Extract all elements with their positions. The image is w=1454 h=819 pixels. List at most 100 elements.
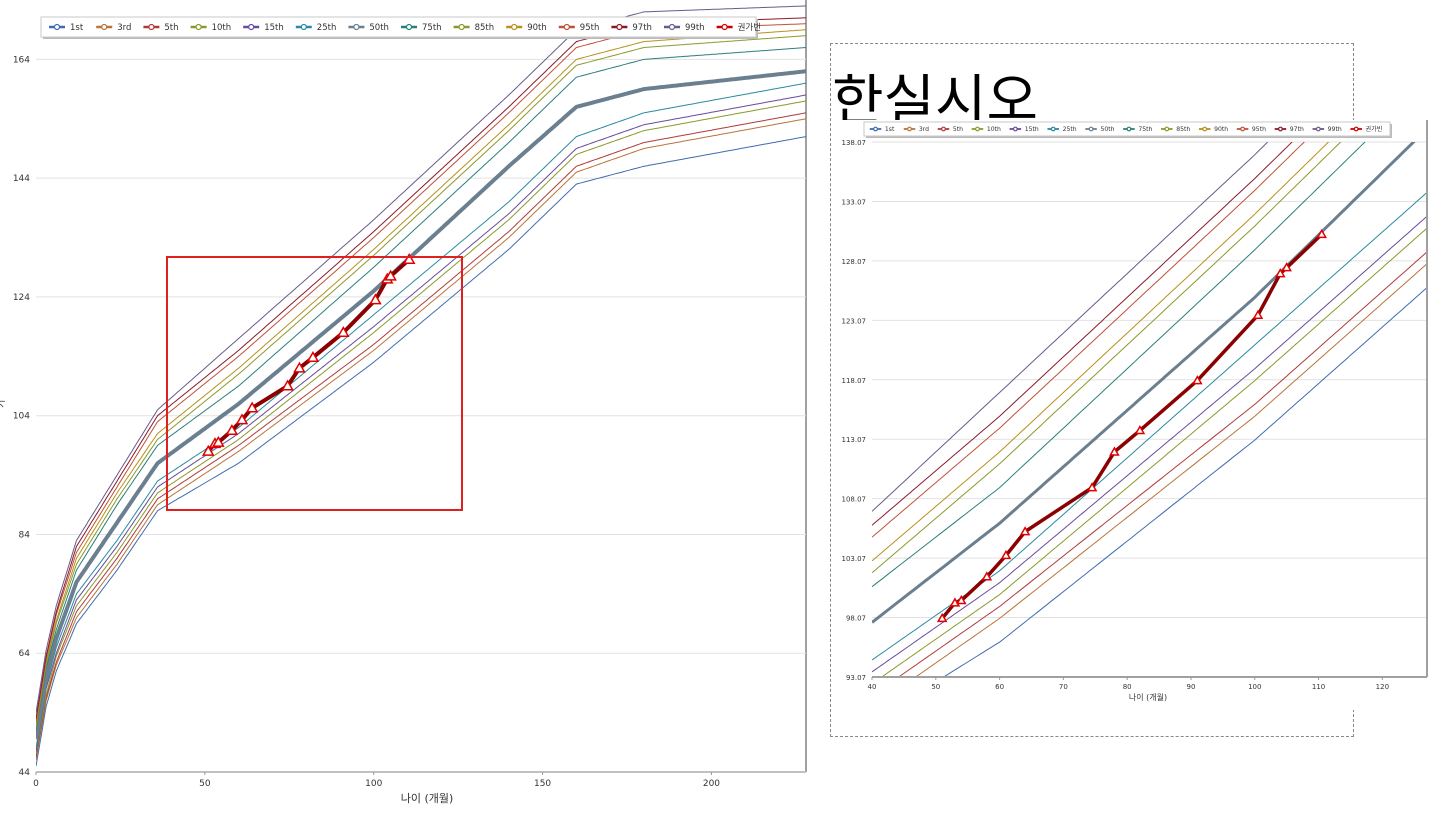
- legend-item-15th[interactable]: 15th: [243, 23, 284, 33]
- legend-item-95th[interactable]: 95th: [1236, 126, 1266, 133]
- patient-point[interactable]: [1000, 549, 1012, 560]
- patient-point[interactable]: [212, 435, 225, 447]
- legend-label: 99th: [1328, 126, 1342, 133]
- legend-label: 1st: [885, 126, 895, 133]
- legend-label: 50th: [1100, 126, 1114, 133]
- x-tick-label: 80: [1123, 683, 1132, 691]
- legend-item-99th[interactable]: 99th: [664, 23, 705, 33]
- legend-item-97th[interactable]: 97th: [611, 23, 652, 33]
- legend-label: 90th: [527, 23, 547, 33]
- y-tick-label: 64: [19, 649, 31, 659]
- patient-series: [201, 252, 416, 456]
- percentile-line-25th: [36, 82, 806, 749]
- patient-point[interactable]: [235, 413, 249, 425]
- y-tick-label: 113.07: [842, 436, 867, 444]
- legend-label: 50th: [369, 23, 389, 33]
- legend-item-3rd[interactable]: 3rd: [96, 23, 131, 33]
- patient-point[interactable]: [956, 595, 967, 605]
- legend-item-50th[interactable]: 50th: [1085, 126, 1115, 133]
- patient-point[interactable]: [201, 444, 215, 456]
- patient-point[interactable]: [402, 252, 416, 265]
- legend-item-1st[interactable]: 1st: [869, 126, 895, 133]
- patient-point[interactable]: [1134, 425, 1146, 435]
- x-tick-label: 110: [1312, 683, 1325, 691]
- patient-point[interactable]: [281, 379, 294, 391]
- legend-swatch-marker: [1315, 126, 1321, 132]
- legend-label: 25th: [1063, 126, 1077, 133]
- legend-item-5th[interactable]: 5th: [143, 23, 179, 33]
- patient-point[interactable]: [1316, 228, 1328, 239]
- legend-swatch-marker: [248, 23, 255, 31]
- legend-label: 15th: [1025, 126, 1039, 133]
- y-tick-label: 93.07: [846, 674, 866, 682]
- legend-label: 10th: [212, 23, 232, 33]
- percentile-line-3rd: [36, 118, 806, 761]
- x-tick-label: 120: [1376, 683, 1389, 691]
- percentile-line-50th: [36, 69, 806, 740]
- legend-item-85th[interactable]: 85th: [1161, 126, 1190, 133]
- percentile-line-85th: [36, 35, 806, 728]
- y-tick-label: 138.07: [842, 139, 867, 147]
- patient-point[interactable]: [384, 269, 397, 281]
- x-tick-label: 0: [33, 779, 39, 789]
- main-axes: 44 64 84 104 124 144 164 0 50 100 150 200: [13, 55, 720, 789]
- legend-label: 3rd: [117, 23, 131, 33]
- patient-point[interactable]: [1109, 446, 1120, 456]
- legend-item-권가빈[interactable]: 권가빈: [1350, 125, 1382, 133]
- y-tick-label: 118.07: [842, 377, 867, 385]
- legend-item-95th[interactable]: 95th: [558, 23, 600, 33]
- legend-item-5th[interactable]: 5th: [937, 126, 963, 133]
- legend-item-50th[interactable]: 50th: [348, 23, 389, 33]
- patient-point[interactable]: [1086, 482, 1098, 492]
- patient-point[interactable]: [337, 326, 350, 338]
- legend-item-90th[interactable]: 90th: [506, 23, 547, 33]
- patient-point[interactable]: [981, 571, 993, 581]
- legend-swatch-marker: [195, 23, 202, 31]
- legend-item-15th[interactable]: 15th: [1009, 126, 1039, 133]
- legend-item-25th[interactable]: 25th: [295, 23, 337, 33]
- patient-point[interactable]: [293, 361, 306, 373]
- legend-item-10th[interactable]: 10th: [190, 23, 232, 33]
- patient-point[interactable]: [245, 401, 259, 413]
- y-tick-label: 104: [13, 412, 30, 422]
- zoom-legend[interactable]: 1st 3rd 5th 10th 15th 25th 50th 75th 85th 90th 95t…: [863, 121, 1392, 138]
- legend-item-권가빈[interactable]: 권가빈: [716, 22, 761, 33]
- patient-point[interactable]: [1192, 375, 1203, 385]
- legend-swatch-marker: [668, 23, 676, 31]
- legend-item-90th[interactable]: 90th: [1198, 126, 1228, 133]
- percentile-line-15th: [36, 94, 806, 752]
- patient-point[interactable]: [1281, 262, 1292, 272]
- legend-swatch-marker: [907, 126, 912, 132]
- patient-point[interactable]: [1019, 526, 1031, 536]
- x-tick-label: 200: [703, 779, 720, 789]
- patient-point[interactable]: [225, 424, 239, 436]
- legend-label: 97th: [632, 23, 652, 33]
- legend-item-97th[interactable]: 97th: [1274, 126, 1304, 133]
- legend-item-25th[interactable]: 25th: [1047, 126, 1077, 133]
- percentile-line-5th: [897, 251, 1427, 677]
- legend-label: 1st: [70, 23, 84, 33]
- legend-item-3rd[interactable]: 3rd: [903, 126, 929, 133]
- legend-item-85th[interactable]: 85th: [453, 23, 495, 33]
- patient-point[interactable]: [306, 350, 320, 362]
- legend-swatch-marker: [873, 126, 878, 132]
- legend[interactable]: 1st 3rd 5th 10th 15th 25th 50th 75th 85th 90th 95t…: [40, 16, 761, 39]
- legend-swatch-marker: [1278, 126, 1283, 132]
- legend-item-1st[interactable]: 1st: [49, 23, 84, 33]
- legend-swatch-marker: [353, 23, 360, 31]
- legend-item-99th[interactable]: 99th: [1312, 126, 1342, 133]
- x-tick-label: 50: [199, 779, 211, 789]
- x-tick-label: 100: [1248, 683, 1261, 691]
- legend-item-75th[interactable]: 75th: [401, 23, 442, 33]
- patient-point[interactable]: [369, 293, 382, 305]
- legend-item-10th[interactable]: 10th: [971, 126, 1001, 133]
- patient-point[interactable]: [1274, 268, 1286, 278]
- patient-point[interactable]: [936, 612, 948, 623]
- legend-swatch-marker: [458, 23, 465, 31]
- legend-item-75th[interactable]: 75th: [1123, 126, 1152, 133]
- x-tick-label: 40: [868, 683, 877, 691]
- patient-line: [940, 233, 1323, 620]
- legend-swatch-marker: [511, 23, 518, 31]
- legend-swatch-marker: [1126, 126, 1132, 132]
- patient-point[interactable]: [1252, 309, 1264, 319]
